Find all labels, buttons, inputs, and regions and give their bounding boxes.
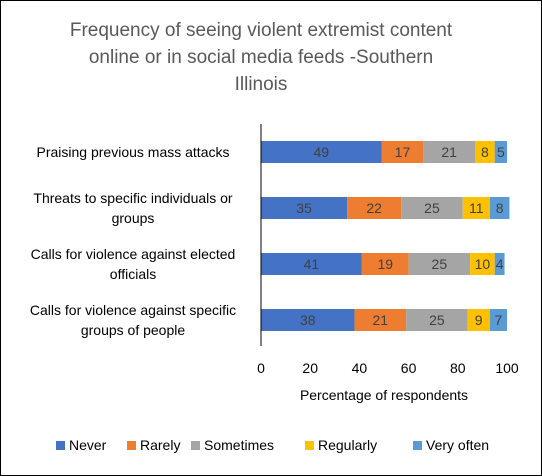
chart-title-line: Frequency of seeing violent extremist co…	[70, 20, 453, 41]
data-label: 35	[296, 200, 312, 216]
bar-very-often	[489, 197, 510, 219]
bar-rarely	[361, 253, 409, 275]
x-tick-label: 20	[302, 360, 318, 376]
data-label: 17	[395, 144, 411, 160]
legend-swatch	[127, 441, 136, 450]
data-label: 25	[424, 200, 440, 216]
data-label: 49	[313, 144, 329, 160]
legend-label: Rarely	[140, 437, 180, 453]
category-label: groups of people	[81, 322, 186, 338]
bar-sometimes	[408, 253, 471, 275]
bar-never	[261, 141, 382, 163]
bar-regularly	[475, 141, 495, 163]
x-tick-label: 0	[257, 360, 265, 376]
x-tick-label: 60	[401, 360, 417, 376]
legend-swatch	[305, 441, 314, 450]
legend-swatch	[56, 441, 65, 450]
data-label: 5	[497, 144, 505, 160]
x-tick-label: 100	[495, 360, 519, 376]
bar-sometimes	[423, 141, 476, 163]
bar-sometimes	[406, 309, 468, 331]
x-tick-label: 80	[450, 360, 466, 376]
legend-label: Very often	[426, 437, 489, 453]
bar-sometimes	[401, 197, 463, 219]
category-label: officials	[110, 266, 156, 282]
category-label: Calls for violence against specific	[30, 302, 236, 318]
legend-swatch	[191, 441, 200, 450]
x-axis-title: Percentage of respondents	[300, 387, 468, 403]
legend-label: Never	[69, 437, 107, 453]
bar-rarely	[347, 197, 402, 219]
category-label: Praising previous mass attacks	[37, 144, 230, 160]
data-label: 8	[496, 200, 504, 216]
category-label: Calls for violence against elected	[31, 246, 236, 262]
legend-swatch	[413, 441, 422, 450]
bar-regularly	[462, 197, 490, 219]
data-label: 41	[304, 256, 320, 272]
category-label: groups	[112, 210, 155, 226]
data-label: 11	[469, 200, 484, 216]
bar-rarely	[381, 141, 424, 163]
data-label: 38	[300, 312, 316, 328]
data-label: 25	[429, 312, 445, 328]
bar-never	[261, 309, 355, 331]
data-label: 9	[475, 312, 483, 328]
legend-label: Sometimes	[204, 437, 274, 453]
data-label: 4	[496, 256, 504, 272]
data-label: 21	[373, 312, 389, 328]
bar-regularly	[470, 253, 495, 275]
bar-never	[261, 197, 348, 219]
x-tick-label: 40	[352, 360, 368, 376]
data-label: 21	[441, 144, 457, 160]
data-label: 7	[494, 312, 502, 328]
bar-very-often	[489, 309, 507, 331]
data-label: 22	[366, 200, 382, 216]
chart-title-line: online or in social media feeds -Souther…	[89, 47, 433, 68]
chart-title-line: Illinois	[235, 74, 288, 95]
data-label: 25	[432, 256, 448, 272]
data-label: 10	[475, 256, 491, 272]
bar-never	[261, 253, 362, 275]
bar-very-often	[494, 141, 507, 163]
legend-label: Regularly	[318, 437, 377, 453]
category-label: Threats to specific individuals or	[33, 190, 233, 206]
bar-regularly	[467, 309, 490, 331]
bar-very-often	[494, 253, 505, 275]
data-label: 19	[377, 256, 393, 272]
bar-rarely	[354, 309, 407, 331]
data-label: 8	[481, 144, 489, 160]
